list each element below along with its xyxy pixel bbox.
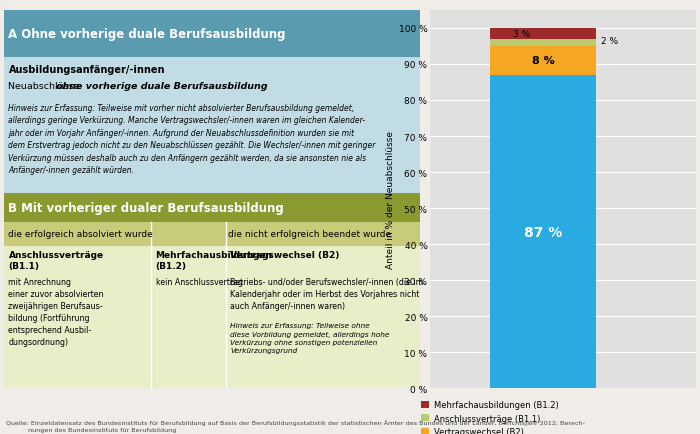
Text: Betriebs- und/oder Berufswechsler/-innen (die im
Kalenderjahr oder im Herbst des: Betriebs- und/oder Berufswechsler/-innen… xyxy=(230,277,424,310)
Text: die nicht erfolgreich beendet wurde: die nicht erfolgreich beendet wurde xyxy=(228,230,391,239)
Text: kein Anschlussvertrag: kein Anschlussvertrag xyxy=(155,277,242,286)
Bar xyxy=(489,47,596,76)
Bar xyxy=(4,222,420,247)
Text: Hinweis zur Erfassung: Teilweise ohne
diese Vorbildung gemeldet, allerdings hohe: Hinweis zur Erfassung: Teilweise ohne di… xyxy=(230,322,390,353)
Bar xyxy=(4,11,420,58)
Text: Vertragswechsel (B2): Vertragswechsel (B2) xyxy=(230,250,340,260)
Text: Ausbildungsanfänger/-innen: Ausbildungsanfänger/-innen xyxy=(8,64,165,74)
Bar xyxy=(489,76,596,388)
Text: 2 %: 2 % xyxy=(601,37,618,46)
Bar xyxy=(4,194,420,388)
Bar xyxy=(489,29,596,39)
Bar xyxy=(4,194,420,222)
Text: Neuabschlüsse: Neuabschlüsse xyxy=(8,82,83,91)
Text: die erfolgreich absolviert wurde: die erfolgreich absolviert wurde xyxy=(8,230,153,239)
Text: Mehrfachausbildungen
(B1.2): Mehrfachausbildungen (B1.2) xyxy=(155,250,272,271)
Text: Hinweis zur Erfassung: Teilweise mit vorher nicht absolvierter Berufsausbildung : Hinweis zur Erfassung: Teilweise mit vor… xyxy=(8,103,376,175)
Text: 3 %: 3 % xyxy=(513,30,531,39)
Bar xyxy=(489,39,596,47)
Text: mit Anrechnung
einer zuvor absolvierten
zweijährigen Berufsaus-
bildung (Fortfüh: mit Anrechnung einer zuvor absolvierten … xyxy=(8,277,104,347)
Text: A Ohne vorherige duale Berufsausbildung: A Ohne vorherige duale Berufsausbildung xyxy=(8,28,286,41)
Legend: Mehrfachausbildungen (B1.2), Anschlussverträge (B1.1), Vertragswechsel (B2), Aus: Mehrfachausbildungen (B1.2), Anschlussve… xyxy=(421,400,568,434)
Bar xyxy=(4,11,420,194)
Text: Anschlussverträge
(B1.1): Anschlussverträge (B1.1) xyxy=(8,250,104,271)
Text: 8 %: 8 % xyxy=(531,56,554,66)
Text: ohne vorherige duale Berufsausbildung: ohne vorherige duale Berufsausbildung xyxy=(57,82,268,91)
Text: Quelle: Einzeldatensatz des Bundesinstituts für Berufsbildung auf Basis der Beru: Quelle: Einzeldatensatz des Bundesinstit… xyxy=(6,419,584,432)
Text: B Mit vorheriger dualer Berufsausbildung: B Mit vorheriger dualer Berufsausbildung xyxy=(8,202,284,215)
Text: 87 %: 87 % xyxy=(524,225,562,239)
Y-axis label: Anteil in % der Neuabschlüsse: Anteil in % der Neuabschlüsse xyxy=(386,131,395,269)
